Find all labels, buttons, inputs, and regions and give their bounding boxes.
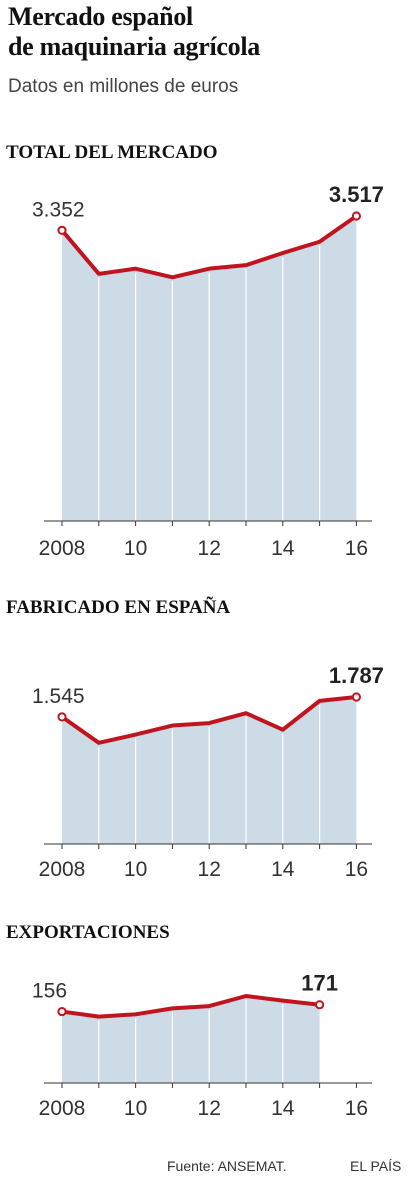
section-title-exportaciones: EXPORTACIONES (6, 922, 170, 943)
chart-fabricado-espana: 2008 10 12 14 16 1.545 1.787 (32, 663, 384, 881)
x-tick-label: 2008 (39, 858, 86, 881)
source-note: Fuente: ANSEMAT. (167, 1158, 287, 1174)
x-tick-label: 12 (198, 858, 221, 881)
endpoint-marker (57, 225, 67, 235)
first-value-label: 156 (32, 980, 67, 1003)
series-line (60, 994, 322, 1019)
x-tick-label: 2008 (39, 1097, 86, 1120)
area-fill (62, 996, 320, 1083)
x-tick-label: 16 (345, 1097, 368, 1120)
last-value-label: 171 (301, 971, 338, 996)
x-tick-label: 10 (124, 1097, 147, 1120)
last-value-label: 3.517 (329, 182, 384, 207)
x-tick-label: 12 (198, 1097, 221, 1120)
section-title-total: TOTAL DEL MERCADO (6, 142, 218, 163)
first-value-label: 1.545 (32, 685, 85, 708)
series-line (60, 695, 359, 745)
x-tick-label: 14 (271, 537, 295, 560)
x-tick-label: 14 (271, 1097, 295, 1120)
series-line (60, 214, 359, 280)
x-tick-label: 12 (198, 537, 221, 560)
x-tick-label: 16 (345, 858, 368, 881)
x-tick-label: 14 (271, 858, 295, 881)
first-value-label: 3.352 (32, 198, 85, 221)
endpoint-marker (57, 1006, 67, 1017)
chart-total-mercado: 2008 10 12 14 16 3.352 3.517 (32, 182, 384, 560)
chart-title-line1: Mercado español (8, 2, 193, 31)
endpoint-marker (351, 692, 361, 702)
chart-exportaciones: 2008 10 12 14 16 156 171 (32, 971, 372, 1120)
endpoint-marker (351, 211, 361, 221)
section-title-fabricado: FABRICADO EN ESPAÑA (6, 597, 231, 618)
chart-subtitle: Datos en millones de euros (8, 76, 239, 97)
last-value-label: 1.787 (329, 663, 384, 688)
x-tick-label: 10 (124, 537, 147, 560)
x-tick-label: 16 (345, 537, 368, 560)
endpoint-marker (315, 1000, 325, 1010)
chart-title-line2: de maquinaria agrícola (8, 32, 260, 61)
x-tick-label: 10 (124, 858, 147, 881)
x-tick-label: 2008 (39, 537, 86, 560)
publisher-brand: EL PAÍS (350, 1158, 402, 1174)
chart-title: Mercado español de maquinaria agrícola (8, 2, 260, 62)
endpoint-marker (57, 712, 67, 722)
